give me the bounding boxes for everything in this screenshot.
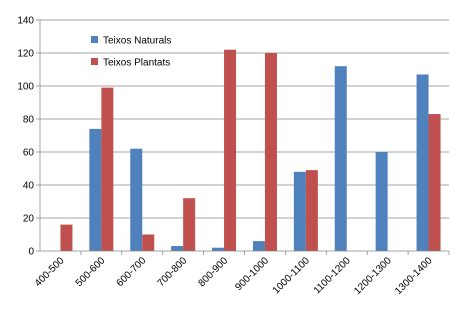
legend-label-teixos-plantats: Teixos Plantats xyxy=(103,58,170,69)
x-tick-label: 900-1000 xyxy=(233,255,271,293)
bar-teixos-naturals-1200-1300 xyxy=(375,152,388,251)
x-tick-label: 1300-1400 xyxy=(393,255,435,297)
bars xyxy=(60,49,441,252)
bar-teixos-naturals-700-800 xyxy=(171,246,184,251)
y-tick-label: 140 xyxy=(17,16,34,27)
y-tick-label: 100 xyxy=(17,82,34,93)
bar-teixos-naturals-800-900 xyxy=(212,247,225,251)
bar-teixos-plantats-700-800 xyxy=(183,198,196,251)
bar-teixos-plantats-400-500 xyxy=(60,224,73,251)
bar-teixos-plantats-1000-1100 xyxy=(305,170,318,251)
legend: Teixos Naturals Teixos Plantats xyxy=(91,36,171,69)
bar-teixos-naturals-1100-1200 xyxy=(334,66,347,251)
y-axis: 0 20 40 60 80 100 120 140 xyxy=(17,16,41,258)
bar-teixos-plantats-500-600 xyxy=(101,87,114,252)
y-tick-label: 40 xyxy=(23,181,35,192)
bar-teixos-naturals-600-700 xyxy=(130,148,143,251)
legend-label-teixos-naturals: Teixos Naturals xyxy=(103,36,171,47)
bar-teixos-plantats-900-1000 xyxy=(264,53,277,251)
x-tick-label: 1200-1300 xyxy=(352,255,394,297)
legend-swatch-teixos-plantats xyxy=(91,58,98,65)
bar-teixos-naturals-1300-1400 xyxy=(416,74,429,251)
legend-swatch-teixos-naturals xyxy=(91,36,98,43)
x-tick-label: 1000-1100 xyxy=(271,255,312,296)
x-tick-label: 400-500 xyxy=(33,255,67,289)
bar-teixos-plantats-1300-1400 xyxy=(428,114,441,251)
x-axis: 400-500 500-600 600-700 700-800 800-900 900-1… xyxy=(33,250,450,297)
x-tick-label: 700-800 xyxy=(156,255,190,289)
x-tick-label: 800-900 xyxy=(196,255,230,289)
y-tick-label: 120 xyxy=(17,49,34,60)
y-tick-label: 60 xyxy=(23,148,35,159)
bar-teixos-plantats-800-900 xyxy=(224,49,237,252)
y-tick-label: 20 xyxy=(23,214,35,225)
bar-teixos-naturals-500-600 xyxy=(89,128,102,251)
bar-teixos-naturals-1000-1100 xyxy=(293,171,306,251)
x-tick-label: 500-600 xyxy=(74,255,108,289)
y-tick-label: 80 xyxy=(23,115,35,126)
y-tick-label: 0 xyxy=(28,247,34,258)
bar-teixos-plantats-600-700 xyxy=(142,234,155,251)
bar-teixos-naturals-900-1000 xyxy=(252,241,265,251)
x-tick-label: 1100-1200 xyxy=(312,255,353,296)
x-tick-label: 600-700 xyxy=(115,255,149,289)
